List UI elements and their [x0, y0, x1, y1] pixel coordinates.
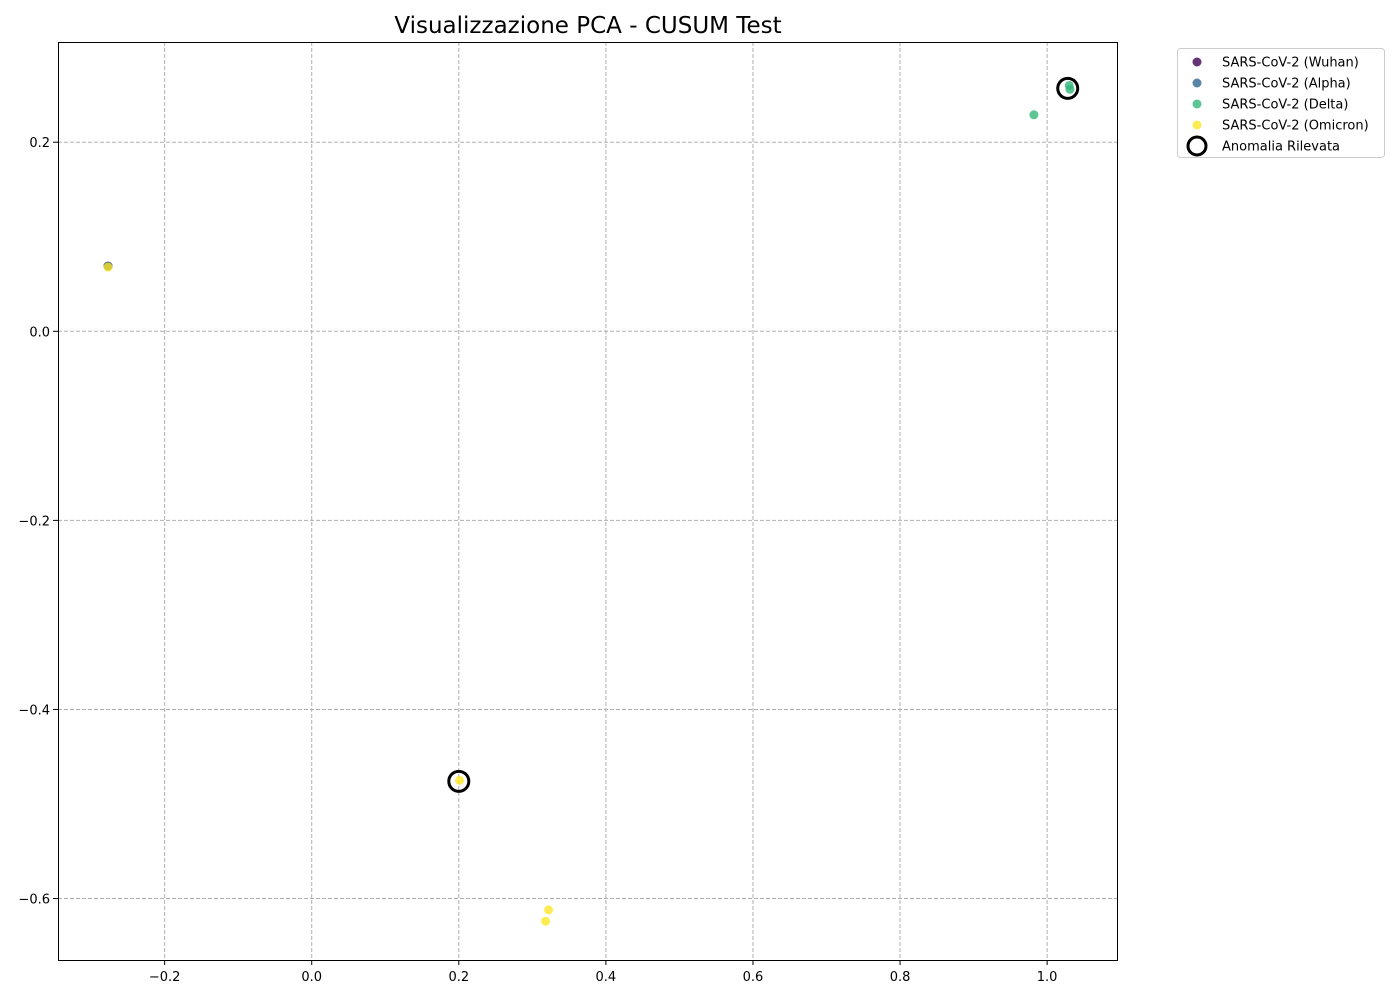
- legend-label: SARS-CoV-2 (Omicron): [1222, 119, 1369, 134]
- legend-marker-ring: [1186, 135, 1208, 157]
- x-tick-label: 0.0: [301, 970, 322, 985]
- legend-label: SARS-CoV-2 (Delta): [1222, 98, 1348, 113]
- data-point-sars-cov-2-delta: [1029, 110, 1039, 120]
- axis-ticks: −0.2 0.0 0.2 0.4 0.6 0.8 1.0 −0.6 −0.4 −0.2 0.0 0.2: [18, 136, 1057, 985]
- anomaly-marker: [1056, 76, 1080, 100]
- legend-frame: [1177, 48, 1385, 158]
- y-tick-label: −0.6: [18, 893, 50, 908]
- data-point-sars-cov-2-delta: [1065, 84, 1075, 94]
- legend: SARS-CoV-2 (Wuhan) SARS-CoV-2 (Alpha) SARS…: [1177, 48, 1385, 158]
- anomaly-marker: [447, 769, 471, 793]
- legend-marker: [1192, 99, 1202, 109]
- legend-marker: [1192, 120, 1202, 130]
- legend-label: SARS-CoV-2 (Alpha): [1222, 77, 1351, 92]
- y-tick-label: 0.0: [29, 325, 50, 340]
- chart-title: Visualizzazione PCA - CUSUM Test: [394, 13, 781, 39]
- x-tick-label: 0.4: [596, 970, 617, 985]
- grid-lines: [58, 42, 1117, 960]
- x-tick-label: 1.0: [1037, 970, 1058, 985]
- data-point-sars-cov-2-omicron: [455, 775, 465, 785]
- legend-label: Anomalia Rilevata: [1222, 140, 1340, 155]
- data-points: [103, 80, 1075, 926]
- anomaly-markers: [447, 76, 1080, 793]
- data-point-sars-cov-2-omicron: [544, 905, 554, 915]
- x-tick-label: −0.2: [149, 970, 181, 985]
- y-tick-label: −0.2: [18, 514, 50, 529]
- legend-marker: [1192, 57, 1202, 67]
- x-tick-label: 0.8: [890, 970, 911, 985]
- data-point-sars-cov-2-omicron: [541, 916, 551, 926]
- plot-area-frame: [58, 42, 1118, 961]
- y-tick-label: −0.4: [18, 703, 50, 718]
- y-tick-label: 0.2: [29, 136, 50, 151]
- data-point-sars-cov-2-omicron: [103, 262, 113, 272]
- legend-marker: [1192, 78, 1202, 88]
- legend-label: SARS-CoV-2 (Wuhan): [1222, 56, 1359, 71]
- x-tick-label: 0.6: [743, 970, 764, 985]
- x-tick-label: 0.2: [448, 970, 469, 985]
